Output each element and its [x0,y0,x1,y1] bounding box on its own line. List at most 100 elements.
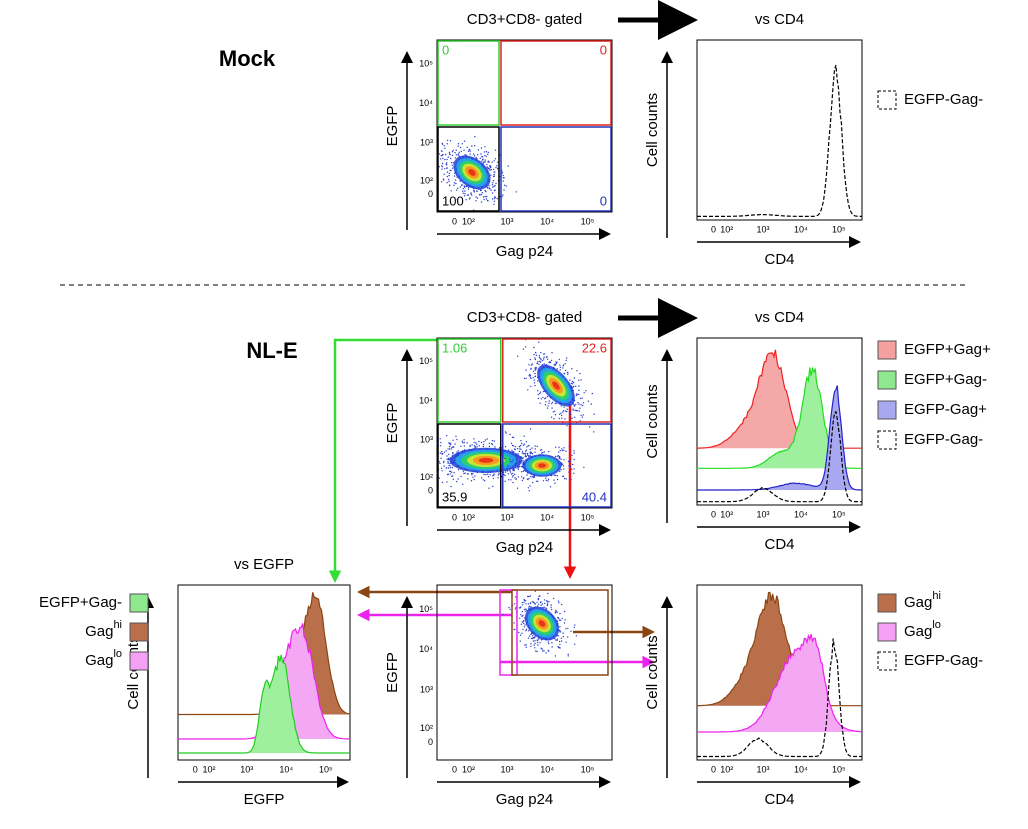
event-dot [502,176,504,179]
event-dot [587,400,589,402]
y-tick-label: 10³ [420,138,433,148]
event-dot [591,392,593,395]
event-dot [466,194,469,196]
x-tick-label: 10² [462,512,475,522]
event-dot [560,414,563,417]
event-dot [507,473,509,475]
event-dot [567,655,569,657]
event-dot [493,185,495,188]
x-tick-label: 0 [711,764,716,774]
event-dot [541,648,543,650]
event-dot [473,438,475,440]
event-dot [513,469,515,472]
event-dot [488,168,490,170]
event-dot [441,481,444,484]
event-dot [522,628,524,631]
event-dot [514,445,517,448]
event-dot [446,158,448,161]
event-dot [543,356,545,358]
event-dot [523,601,525,604]
event-dot [545,608,548,610]
event-dot [520,623,523,625]
event-dot [532,635,534,637]
event-dot [453,184,455,186]
event-dot [530,643,532,645]
event-dot [512,481,514,484]
gate [511,589,609,676]
event-dot [526,474,528,476]
event-dot [552,597,555,600]
event-dot [548,361,550,364]
event-dot [466,473,469,475]
event-dot [517,476,520,478]
event-dot [446,175,449,178]
quadrant-gate [500,126,612,212]
event-dot [441,165,443,167]
event-dot [547,478,550,480]
event-dot [451,164,453,166]
event-dot [442,453,444,455]
x-tick-label: 10⁵ [581,764,595,774]
event-dot [524,644,526,646]
event-dot [480,193,483,196]
density-contour [478,457,494,463]
event-dot [480,147,483,149]
event-dot [562,465,565,467]
event-dot [488,187,490,189]
legend-label: Gaghi [904,590,941,611]
event-dot [562,367,564,369]
event-dot [534,367,536,369]
event-dot [559,369,561,371]
event-dot [528,364,530,366]
event-dot [526,446,528,448]
legend-label: Gaglo [85,648,122,669]
event-dot [573,472,575,474]
event-dot [474,136,476,138]
event-dot [525,441,528,443]
event-dot [583,466,585,469]
event-dot [527,453,529,455]
event-dot [525,455,527,458]
event-dot [507,165,509,167]
x-axis-label: Gag p24 [496,243,554,260]
event-dot [558,446,560,448]
event-dot [441,181,443,183]
event-dot [447,467,450,469]
event-dot [475,442,477,444]
event-dot [493,173,495,176]
y-tick-label: 10² [420,472,433,482]
event-dot [571,454,573,457]
event-dot [512,436,515,439]
event-dot [521,632,523,634]
event-dot [474,475,476,477]
event-dot [578,385,580,387]
event-dot [565,450,567,452]
histogram-line [178,654,350,754]
event-dot [463,472,465,475]
histogram-fill [178,623,350,739]
event-dot [504,474,506,477]
event-dot [571,368,573,370]
event-dot [448,178,450,181]
event-dot [449,184,451,187]
event-dot [559,626,561,628]
event-dot [540,358,542,361]
event-dot [502,194,504,196]
event-dot [582,414,584,416]
event-dot [463,185,465,187]
quadrant-value: 100 [442,193,464,208]
event-dot [519,617,521,619]
event-dot [487,153,489,155]
row-label: NL-E [246,338,297,363]
event-dot [549,486,552,488]
event-dot [528,490,530,492]
event-dot [565,628,567,630]
event-dot [449,444,452,446]
event-dot [454,157,457,159]
x-tick-label: 10³ [500,216,513,226]
event-dot [593,431,595,433]
event-dot [517,454,519,456]
event-dot [508,479,510,481]
event-dot [569,460,571,463]
event-dot [438,477,440,479]
